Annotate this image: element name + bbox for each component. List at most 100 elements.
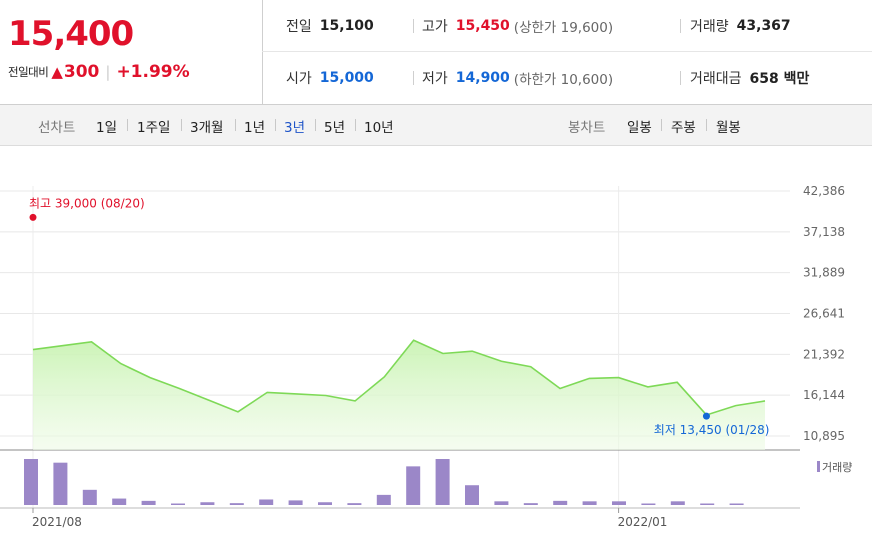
volume-bar [53,462,68,505]
divider [235,119,236,131]
divider [181,119,182,131]
lower-limit: (하한가 10,600) [513,72,614,88]
x-tick-label: 2021/08 [32,515,82,529]
price-chart: 42,386 37,138 31,889 26,641 21,392 16,144 10,8… [0,184,852,529]
amount-label: 거래대금 [690,71,742,87]
volume-bar [141,500,156,505]
min-label: 최저 13,450 (01/28) [654,423,770,437]
volume-bar [494,501,509,505]
prev-close: 전일 15,100 [286,16,374,36]
divider [680,71,681,85]
period-daily[interactable]: 일봉 [627,120,652,136]
current-price: 15,400 [8,14,134,54]
volume-bar [259,499,274,505]
period-monthly[interactable]: 월봉 [716,120,741,136]
period-3y[interactable]: 3년 [284,120,306,136]
y-tick-label: 21,392 [803,347,845,361]
volume-bar [406,466,421,505]
low-value: 14,900 [455,70,510,86]
volume-bar [229,503,244,505]
divider [355,119,356,131]
open-label: 시가 [286,71,312,87]
price-line [32,339,766,416]
y-tick-label: 42,386 [803,184,845,198]
line-chart-label: 선차트 [38,120,76,136]
y-tick-label: 31,889 [803,266,845,280]
volume-bar [82,489,97,505]
volume-bar [171,503,185,505]
candle-chart-label: 봉차트 [568,120,606,136]
divider [661,119,662,131]
divider: | [105,63,111,81]
volume-bar [347,503,362,505]
price-box: 15,400 전일대비 ▲ 300 | +1.99% [0,0,263,104]
divider [413,19,414,33]
low-price: 저가 14,900 (하한가 10,600) [422,68,613,88]
divider [680,19,681,33]
x-axis-labels: 2021/08 2022/01 [32,508,667,529]
volume-bar [582,501,597,505]
quote-panel: 15,400 전일대비 ▲ 300 | +1.99% 전일 15,100 고가 … [0,0,872,105]
y-tick-label: 16,144 [803,388,845,402]
amount-value: 658 백만 [749,71,810,87]
open-price: 시가 15,000 [286,68,374,88]
volume-bar [641,503,656,505]
row-divider [262,51,872,52]
trade-amount: 거래대금 658 백만 [690,68,809,88]
period-5y[interactable]: 5년 [324,120,346,136]
volume-bar [435,459,450,505]
volume-bar [700,503,715,505]
volume: 거래량 43,367 [690,16,791,36]
max-point-marker [29,213,37,221]
high-value: 15,450 [455,18,510,34]
period-1w[interactable]: 1주일 [137,120,171,136]
period-10y[interactable]: 10년 [364,120,394,136]
change-value: 300 [63,62,100,82]
period-weekly[interactable]: 주봉 [671,120,696,136]
x-tick-label: 2022/01 [618,515,668,529]
change-rate: +1.99% [116,62,190,82]
volume-label: 거래량 [690,19,729,35]
period-3m[interactable]: 3개월 [190,120,224,136]
volume-bar [318,502,332,505]
volume-bar [523,503,538,505]
volume-bar [376,494,391,505]
y-axis-labels: 42,386 37,138 31,889 26,641 21,392 16,144 10,8… [803,184,845,443]
high-label: 고가 [422,19,448,35]
divider [315,119,316,131]
high-price: 고가 15,450 (상한가 19,600) [422,16,613,36]
grid-lines [0,186,800,509]
prev-close-value: 15,100 [319,18,374,34]
upper-limit: (상한가 19,600) [513,20,614,36]
y-tick-label: 10,895 [803,429,845,443]
volume-legend-swatch [817,461,820,472]
volume-bars: 거래량 [24,459,852,505]
volume-bar [670,501,685,505]
change-label: 전일대비 [8,65,49,79]
volume-bar [729,503,744,505]
divider [706,119,707,131]
change-row: 전일대비 ▲ 300 | +1.99% [8,62,190,82]
volume-bar [612,501,626,505]
divider [275,119,276,131]
up-arrow-icon: ▲ [51,63,63,81]
low-label: 저가 [422,71,448,87]
volume-bar [112,498,127,505]
y-tick-label: 37,138 [803,225,845,239]
volume-bar [288,500,303,505]
volume-bar [24,459,38,505]
max-label: 최고 39,000 (08/20) [29,196,145,210]
open-value: 15,000 [319,70,374,86]
y-tick-label: 26,641 [803,307,845,321]
volume-legend: 거래량 [822,461,852,474]
min-point-marker [702,412,710,420]
period-1d[interactable]: 1일 [96,120,118,136]
volume-bar [553,500,568,505]
divider [413,71,414,85]
divider [127,119,128,131]
volume-bar [465,485,479,505]
volume-value: 43,367 [736,18,791,34]
volume-bar [200,502,215,505]
prev-close-label: 전일 [286,19,312,35]
period-1y[interactable]: 1년 [244,120,266,136]
